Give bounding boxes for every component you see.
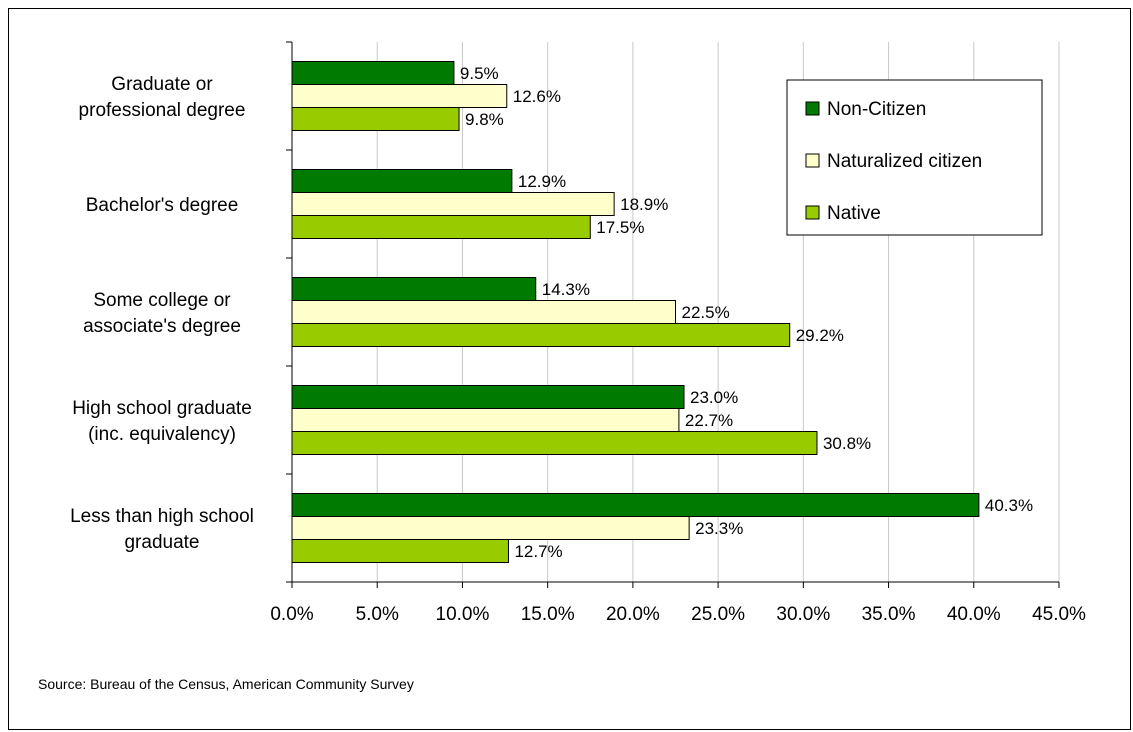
bar-native bbox=[291, 431, 818, 455]
legend-swatch bbox=[805, 153, 820, 168]
data-label: 23.3% bbox=[695, 519, 743, 538]
data-label: 30.8% bbox=[823, 434, 871, 453]
bars bbox=[291, 61, 980, 563]
data-label: 14.3% bbox=[542, 280, 590, 299]
legend-label: Native bbox=[827, 203, 881, 224]
source-note: Source: Bureau of the Census, American C… bbox=[38, 676, 414, 692]
data-label: 18.9% bbox=[620, 195, 668, 214]
category-label: High school graduate bbox=[72, 398, 252, 419]
x-tick-label: 20.0% bbox=[606, 604, 660, 625]
category-label: Graduate or bbox=[111, 74, 213, 95]
bar-native bbox=[291, 539, 509, 563]
legend-label: Naturalized citizen bbox=[827, 151, 982, 172]
bar-non-citizen bbox=[291, 277, 537, 301]
category-label: associate's degree bbox=[83, 316, 241, 337]
x-tick-label: 45.0% bbox=[1032, 604, 1086, 625]
x-tick-label: 10.0% bbox=[436, 604, 490, 625]
legend-box bbox=[786, 79, 1043, 236]
category-label: Less than high school bbox=[70, 506, 254, 527]
data-label: 17.5% bbox=[596, 218, 644, 237]
data-label: 22.7% bbox=[685, 411, 733, 430]
labels: 0.0% 5.0% 10.0% 15.0% 20.0% 25.0% 30.0% 35.0% 40… bbox=[70, 64, 1086, 625]
bar-native bbox=[291, 215, 591, 239]
bar-native bbox=[291, 323, 791, 347]
legend-swatch bbox=[805, 205, 820, 220]
x-tick-label: 15.0% bbox=[521, 604, 575, 625]
bar-naturalized-citizen bbox=[291, 516, 690, 540]
data-label: 40.3% bbox=[985, 496, 1033, 515]
axes bbox=[286, 41, 1060, 588]
data-label: 23.0% bbox=[690, 388, 738, 407]
bar-naturalized-citizen bbox=[291, 300, 676, 324]
data-label: 12.7% bbox=[514, 542, 562, 561]
bar-non-citizen bbox=[291, 385, 685, 409]
data-label: 9.8% bbox=[465, 110, 504, 129]
data-label: 12.6% bbox=[513, 87, 561, 106]
x-tick-label: 25.0% bbox=[691, 604, 745, 625]
legend-swatch bbox=[805, 101, 820, 116]
bar-naturalized-citizen bbox=[291, 84, 508, 108]
category-label: (inc. equivalency) bbox=[88, 424, 236, 445]
x-tick-label: 30.0% bbox=[776, 604, 830, 625]
data-label: 9.5% bbox=[460, 64, 499, 83]
x-tick-label: 40.0% bbox=[947, 604, 1001, 625]
bar-naturalized-citizen bbox=[291, 408, 680, 432]
bar-non-citizen bbox=[291, 61, 455, 85]
category-label: graduate bbox=[124, 532, 199, 553]
data-label: 12.9% bbox=[518, 172, 566, 191]
bar-non-citizen bbox=[291, 493, 980, 517]
grid-lines bbox=[376, 42, 1060, 582]
x-tick-label: 0.0% bbox=[270, 604, 313, 625]
legend-label: Non-Citizen bbox=[827, 99, 926, 120]
category-label: Some college or bbox=[93, 290, 231, 311]
x-tick-label: 5.0% bbox=[356, 604, 399, 625]
data-label: 22.5% bbox=[682, 303, 730, 322]
bar-non-citizen bbox=[291, 169, 513, 193]
x-tick-label: 35.0% bbox=[862, 604, 916, 625]
category-label: professional degree bbox=[79, 100, 246, 121]
category-label: Bachelor's degree bbox=[86, 195, 239, 216]
data-label: 29.2% bbox=[796, 326, 844, 345]
bar-native bbox=[291, 107, 460, 131]
legend: Non-Citizen Naturalized citizen Native bbox=[786, 79, 1043, 236]
bar-naturalized-citizen bbox=[291, 192, 615, 216]
